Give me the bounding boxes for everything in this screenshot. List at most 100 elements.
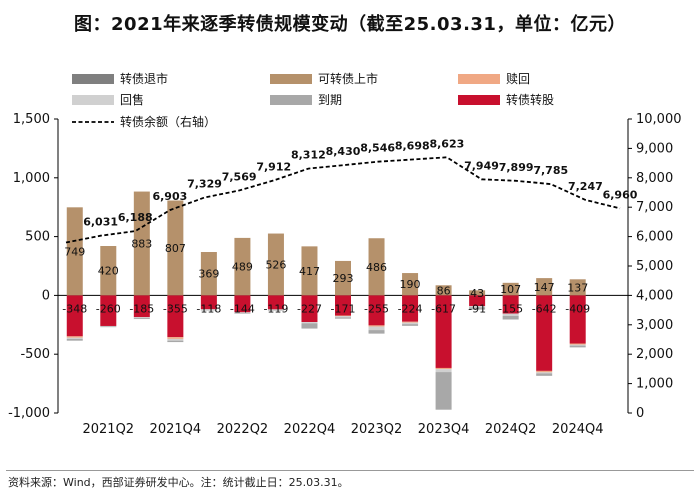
bar-listing (267, 233, 284, 296)
bar-listing (133, 191, 150, 296)
legend-item-swatch (458, 74, 500, 84)
chart-title: 图：2021年来逐季转债规模变动（截至25.03.31，单位：亿元） (74, 14, 626, 35)
bar-line-chart: -1,000 -500 0 500 1,000 1,500 0 1,000 2,000 3,000… (8, 71, 681, 437)
conversion-data-label: -91 (468, 302, 486, 315)
conversion-data-label: -260 (96, 302, 121, 315)
bar-maturity (66, 338, 83, 341)
right-axis-tick-label: 2,000 (636, 347, 673, 362)
balance-data-label: 6,031 (83, 216, 118, 229)
listing-data-label: 107 (500, 283, 521, 296)
bar-redemption (402, 321, 419, 323)
bar-maturity (267, 309, 284, 311)
balance-data-label: 7,329 (187, 178, 222, 191)
listing-data-label: 369 (198, 268, 219, 281)
legend-item-swatch (72, 74, 114, 84)
bar-maturity (335, 317, 351, 319)
bar-putback (569, 344, 586, 346)
legend-item-label: 转债转股 (506, 92, 554, 107)
bar-putback (66, 337, 83, 339)
listing-data-label: 293 (333, 272, 354, 285)
bar-listing (368, 238, 385, 296)
bar-putback (368, 326, 385, 331)
x-axis-tick-label: 2021Q2 (82, 422, 134, 437)
bar-listing (536, 278, 553, 296)
listing-data-label: 147 (534, 281, 555, 294)
left-axis-tick-label: -1,000 (8, 406, 50, 421)
bar-conversion (133, 295, 150, 318)
listing-data-label: 420 (98, 265, 119, 278)
bar-maturity (167, 340, 184, 343)
left-axis-tick-label: 500 (25, 230, 50, 245)
bar-conversion (234, 295, 251, 313)
bar-putback (435, 369, 452, 373)
conversion-data-label: -185 (129, 302, 154, 315)
bar-putback (167, 338, 184, 341)
legend-item-label: 赎回 (506, 72, 530, 86)
conversion-data-label: -155 (498, 302, 523, 315)
bar-conversion (469, 295, 486, 307)
balance-data-label: 6,960 (603, 188, 638, 201)
bar-putback (200, 309, 217, 310)
bar-conversion (167, 295, 184, 338)
balance-line (65, 156, 621, 244)
legend-item-label: 转债退市 (120, 71, 168, 86)
legend-item-swatch (458, 95, 500, 105)
bar-putback (402, 322, 419, 325)
conversion-data-label: -642 (532, 302, 557, 315)
listing-data-label: 86 (437, 284, 451, 297)
bar-conversion (368, 295, 385, 326)
bar-listing (234, 237, 251, 296)
bar-putback (133, 317, 150, 319)
bar-redemption (335, 315, 351, 317)
left-axis-tick-label: -500 (20, 347, 50, 362)
bar-redemption (368, 325, 385, 327)
listing-data-label: 749 (64, 245, 85, 258)
bar-conversion (402, 295, 419, 322)
bar-putback (301, 322, 318, 324)
right-axis-tick-label: 6,000 (636, 230, 673, 245)
x-axis-tick-label: 2021Q4 (150, 422, 202, 437)
x-axis-tick-label: 2023Q2 (351, 422, 403, 437)
bar-conversion (66, 295, 83, 337)
left-axis-tick-label: 1,500 (13, 112, 50, 127)
bar-conversion (267, 295, 284, 310)
bar-listing (200, 252, 217, 296)
bar-listing (335, 260, 351, 296)
balance-data-label: 8,312 (291, 149, 326, 162)
bar-listing (66, 207, 83, 296)
bar-listing (569, 279, 586, 296)
conversion-data-label: -119 (263, 302, 288, 315)
x-axis-tick-label: 2024Q4 (552, 422, 604, 437)
bar-conversion (435, 295, 452, 368)
footnote-divider (6, 470, 694, 471)
bar-maturity (133, 318, 150, 320)
conversion-data-label: -227 (297, 302, 322, 315)
bar-conversion (301, 295, 318, 323)
bar-maturity (234, 313, 251, 314)
conversion-data-label: -224 (398, 302, 423, 315)
listing-data-label: 489 (232, 261, 253, 274)
conversion-data-label: -118 (196, 302, 221, 315)
balance-data-label: 8,430 (326, 145, 361, 158)
right-axis-tick-label: 0 (636, 406, 644, 421)
bar-listing (402, 273, 419, 296)
bar-listing (100, 246, 117, 296)
left-axis-tick-label: 1,000 (13, 171, 50, 186)
bar-putback (335, 316, 351, 318)
bar-putback (267, 309, 284, 310)
x-axis-tick-label: 2022Q4 (284, 422, 336, 437)
right-axis-tick-label: 9,000 (636, 141, 673, 156)
listing-data-label: 43 (470, 287, 484, 300)
balance-data-label: 6,188 (118, 211, 153, 224)
bar-putback (502, 313, 519, 316)
conversion-data-label: -144 (230, 302, 255, 315)
bar-putback (536, 372, 553, 374)
bar-maturity (502, 315, 519, 320)
listing-data-label: 486 (366, 261, 387, 274)
left-axis-tick-label: 0 (42, 288, 50, 303)
conversion-data-label: -355 (163, 302, 188, 315)
bar-maturity (200, 309, 217, 311)
bar-maturity (368, 330, 385, 334)
legend-item-swatch (270, 95, 312, 105)
bar-conversion (100, 295, 117, 326)
